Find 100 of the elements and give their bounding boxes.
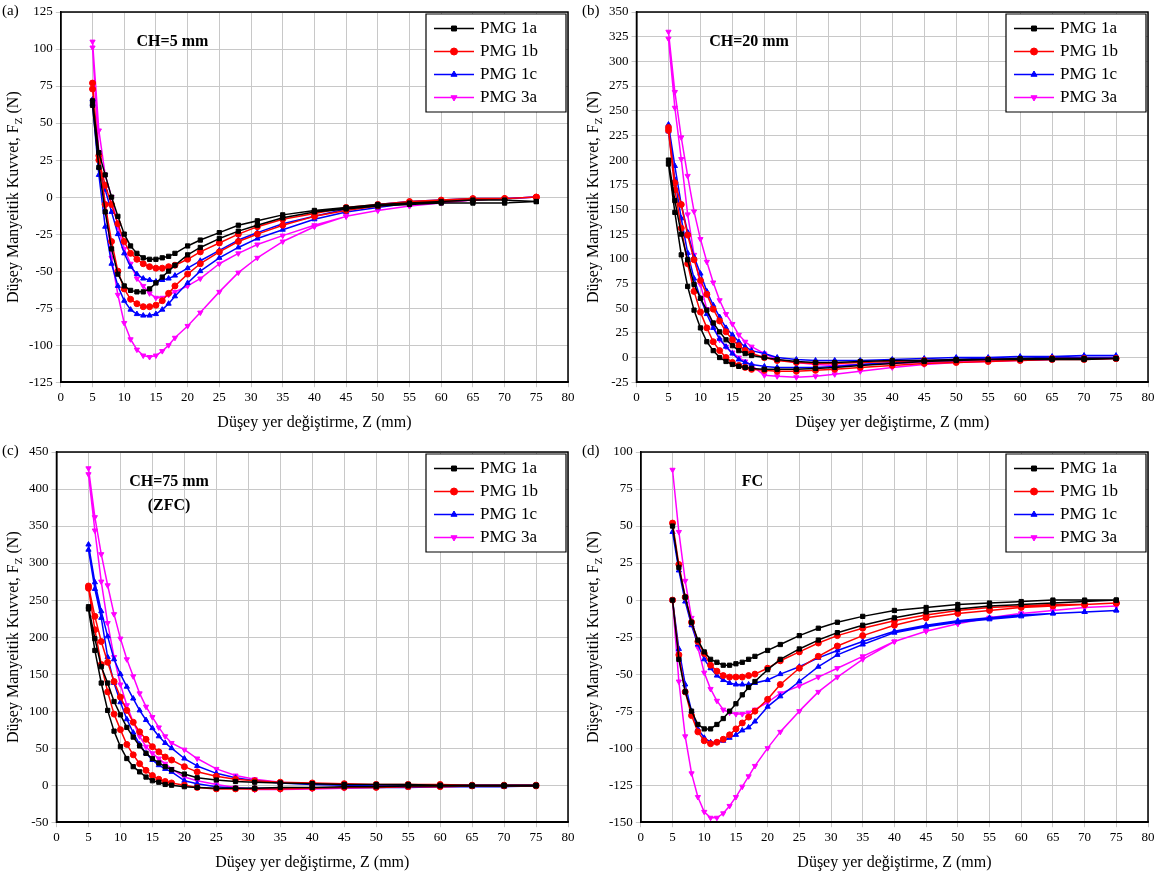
y-tick-label: 175 — [609, 176, 629, 192]
y-tick-label: 100 — [29, 702, 49, 718]
y-tick-label: 125 — [33, 3, 53, 19]
y-tick-label: 350 — [609, 3, 629, 19]
y-tick-label: 100 — [613, 443, 633, 459]
x-tick-label: 25 — [212, 389, 226, 405]
x-tick-label: 15 — [149, 389, 163, 405]
y-tick-label: 50 — [615, 299, 629, 315]
x-tick-label: 70 — [1077, 389, 1091, 405]
x-tick-label: 60 — [434, 389, 448, 405]
y-tick-label: 350 — [29, 517, 49, 533]
x-tick-label: 70 — [498, 389, 512, 405]
x-tick-label: 40 — [885, 389, 899, 405]
x-tick-label: 65 — [466, 389, 480, 405]
y-tick-label: 150 — [609, 200, 629, 216]
x-tick-label: 30 — [824, 829, 838, 845]
y-tick-label: 25 — [615, 324, 629, 340]
y-tick-label: 75 — [619, 480, 633, 496]
x-tick-label: 20 — [761, 829, 775, 845]
legend-label: PMG 3a — [1060, 86, 1118, 106]
legend-label: PMG 1c — [1060, 63, 1118, 83]
annotation: CH=5 mm — [136, 32, 209, 50]
annotation: CH=20 mm — [709, 32, 790, 50]
x-tick-label: 30 — [241, 829, 255, 845]
x-tick-label: 45 — [337, 829, 351, 845]
x-tick-label: 10 — [693, 389, 707, 405]
y-tick-label: 200 — [609, 151, 629, 167]
x-axis-title: Düşey yer değiştirme, Z (mm) — [217, 412, 412, 431]
y-tick-label: 0 — [46, 188, 53, 204]
y-tick-label: 325 — [609, 28, 629, 44]
y-tick-label: -50 — [615, 665, 633, 681]
y-tick-label: 275 — [609, 77, 629, 93]
x-tick-label: 80 — [561, 389, 575, 405]
x-tick-label: 30 — [821, 389, 835, 405]
x-tick-label: 50 — [371, 389, 385, 405]
x-tick-label: 5 — [89, 389, 96, 405]
x-tick-label: 80 — [1141, 389, 1155, 405]
y-tick-label: 75 — [39, 77, 53, 93]
y-tick-label: 75 — [615, 274, 629, 290]
y-tick-label: 200 — [29, 628, 49, 644]
x-tick-label: 10 — [113, 829, 127, 845]
y-tick-label: 100 — [33, 40, 53, 56]
x-tick-label: 75 — [529, 829, 543, 845]
x-tick-label: 25 — [789, 389, 803, 405]
y-tick-label: 300 — [609, 52, 629, 68]
x-tick-label: 70 — [1078, 829, 1092, 845]
x-tick-label: 0 — [637, 829, 645, 845]
x-tick-label: 5 — [85, 829, 92, 845]
y-tick-label: -25 — [615, 628, 633, 644]
x-tick-label: 75 — [1109, 829, 1123, 845]
legend-label: PMG 1a — [1060, 457, 1118, 477]
x-tick-label: 80 — [1141, 829, 1155, 845]
x-tick-label: 25 — [209, 829, 223, 845]
x-tick-label: 0 — [57, 389, 65, 405]
text: (d) — [582, 442, 600, 460]
legend-label: PMG 1a — [480, 17, 538, 37]
y-tick-label: -150 — [608, 813, 633, 829]
y-axis-title: Düşey Manyeitik Kuvvet, FZ (N) — [584, 91, 604, 303]
x-tick-label: 35 — [276, 389, 290, 405]
x-tick-label: 60 — [1013, 389, 1027, 405]
x-tick-label: 60 — [1014, 829, 1028, 845]
x-tick-label: 30 — [244, 389, 258, 405]
x-tick-label: 5 — [665, 389, 672, 405]
y-tick-label: -75 — [615, 702, 633, 718]
y-tick-label: 225 — [609, 126, 629, 142]
y-tick-label: -100 — [28, 336, 53, 352]
legend-label: PMG 3a — [1060, 526, 1118, 546]
y-tick-label: 300 — [29, 554, 49, 570]
x-tick-label: 40 — [305, 829, 319, 845]
x-tick-label: 60 — [433, 829, 447, 845]
legend-label: PMG 1a — [480, 457, 538, 477]
x-tick-label: 75 — [529, 389, 543, 405]
annotation: FC — [741, 472, 764, 490]
y-tick-label: 25 — [39, 151, 53, 167]
y-tick-label: 50 — [35, 739, 49, 755]
y-tick-label: 0 — [626, 591, 633, 607]
y-axis-title: Düşey Manyeitik Kuvvet, FZ (N) — [4, 531, 24, 743]
y-tick-label: 250 — [609, 102, 629, 118]
y-tick-label: -125 — [28, 373, 53, 389]
x-tick-label: 20 — [177, 829, 191, 845]
legend-label: PMG 1c — [480, 503, 538, 523]
x-tick-label: 5 — [669, 829, 676, 845]
legend-label: PMG 1b — [480, 480, 539, 500]
y-tick-label: 50 — [39, 114, 53, 130]
legend-label: PMG 3a — [480, 526, 538, 546]
text: (c) — [2, 442, 19, 460]
y-tick-label: 25 — [619, 554, 633, 570]
y-tick-label: 0 — [622, 348, 629, 364]
y-axis-title: Düşey Manyeitik Kuvvet, FZ (N) — [584, 531, 604, 743]
x-tick-label: 15 — [145, 829, 159, 845]
x-tick-label: 70 — [497, 829, 511, 845]
x-tick-label: 55 — [981, 389, 995, 405]
legend-label: PMG 1b — [1060, 480, 1119, 500]
x-tick-label: 75 — [1109, 389, 1123, 405]
legend-label: PMG 1c — [480, 63, 538, 83]
annotation: (ZFC) — [147, 496, 191, 515]
x-axis-title: Düşey yer değiştirme, Z (mm) — [215, 852, 410, 871]
x-tick-label: 35 — [853, 389, 867, 405]
x-tick-label: 55 — [983, 829, 997, 845]
legend-label: PMG 1b — [1060, 40, 1119, 60]
